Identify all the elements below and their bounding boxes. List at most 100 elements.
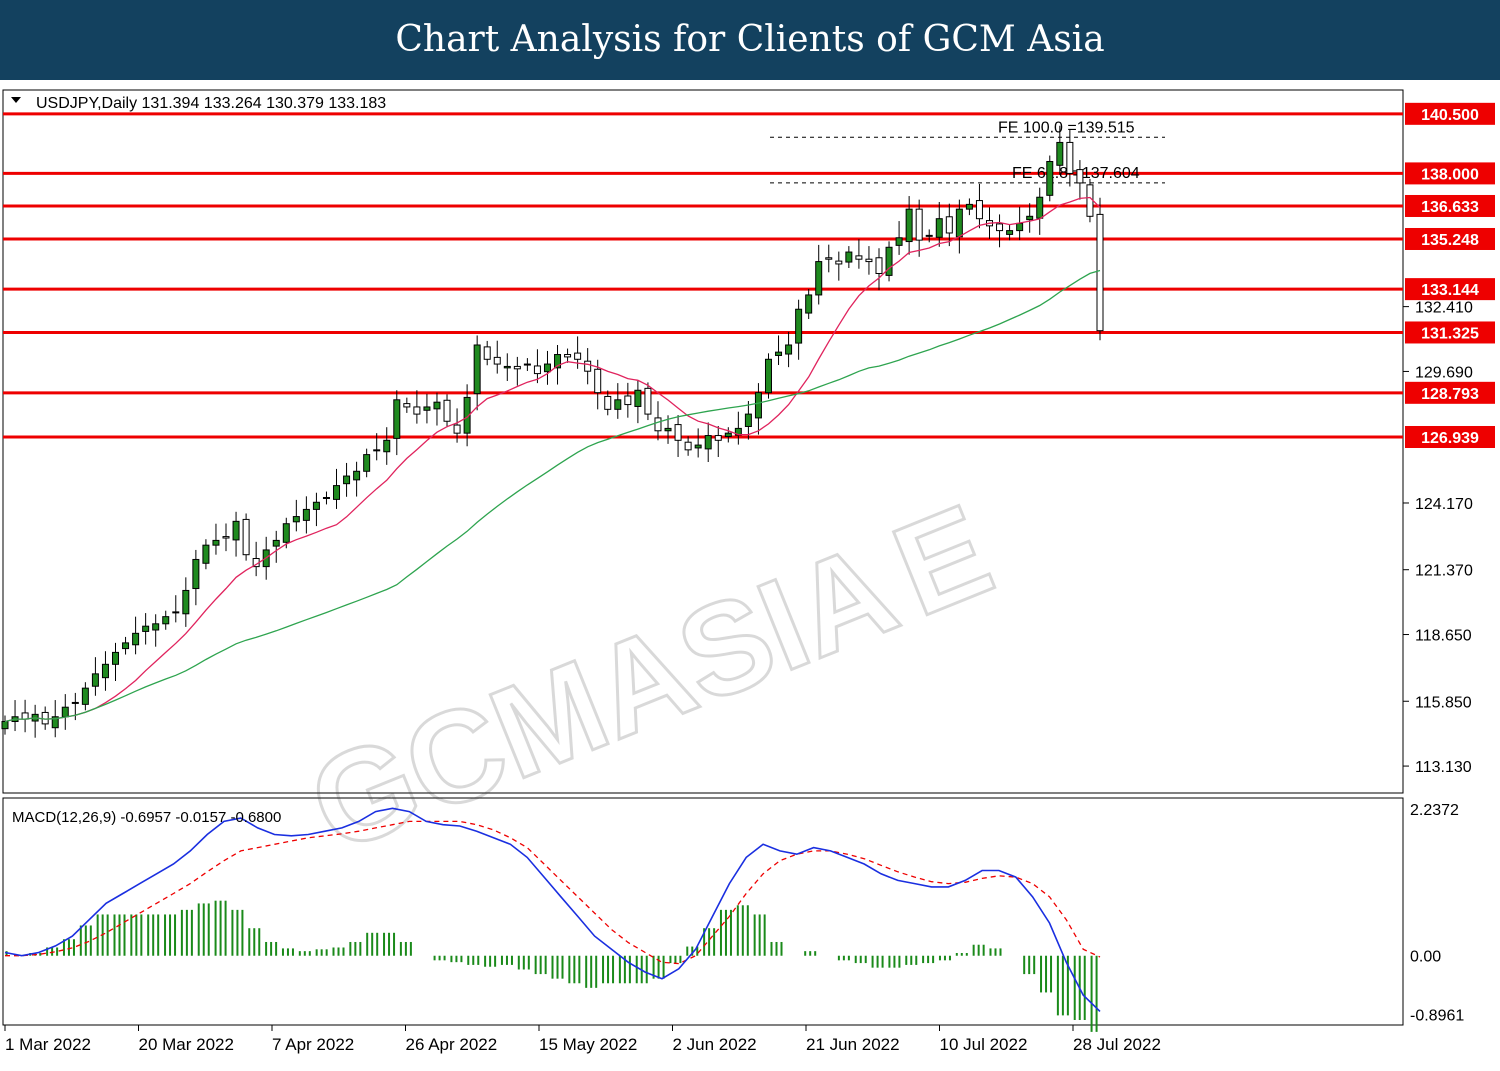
candle-body: [142, 625, 150, 632]
candle-body: [875, 257, 883, 274]
ma-green-line: [4, 269, 1101, 723]
candle-body: [41, 711, 49, 725]
candle-body: [373, 449, 381, 452]
candle-body: [413, 406, 421, 415]
macd-tick-label: 0.00: [1410, 949, 1441, 966]
candle-body: [443, 399, 451, 422]
candle-body: [343, 475, 351, 485]
candle-body: [694, 444, 702, 449]
candle-body: [182, 589, 190, 615]
level-tag: [1405, 102, 1495, 125]
date-tick-label: 20 Mar 2022: [139, 1035, 234, 1054]
page-title: Chart Analysis for Clients of GCM Asia: [395, 19, 1105, 60]
candle-body: [503, 365, 511, 369]
macd-tick-label: -0.8961: [1410, 1007, 1464, 1024]
price-tick-label: 132.410: [1415, 300, 1473, 317]
candle-body: [965, 203, 973, 210]
candle-body: [674, 424, 682, 441]
candle-body: [574, 352, 582, 360]
candle-body: [795, 308, 803, 344]
macd-signal-line: [5, 820, 1101, 965]
candle-body: [393, 399, 401, 439]
candle-body: [91, 673, 99, 687]
candle-body: [242, 518, 250, 556]
level-label: 128.793: [1421, 386, 1479, 403]
fibonacci-levels: FE 100.0 =139.515 FE 61.8 =137.604: [770, 119, 1165, 184]
candle-body: [122, 642, 130, 650]
date-tick-label: 26 Apr 2022: [406, 1035, 498, 1054]
symbol-info: USDJPY,Daily 131.394 133.264 130.379 133…: [36, 95, 386, 112]
candle-body: [664, 427, 672, 432]
date-tick-label: 1 Mar 2022: [5, 1035, 91, 1054]
candle-body: [1096, 213, 1104, 332]
chart-area: GCMASIA E USDJPY,Daily 131.394 133.264 1…: [0, 80, 1500, 1071]
level-label: 133.144: [1421, 282, 1479, 299]
candle-body: [815, 261, 823, 296]
candle-body: [172, 611, 180, 614]
ma-red-line: [4, 196, 1101, 723]
candle-body: [975, 200, 983, 220]
candle-body: [805, 294, 813, 314]
candle-body: [754, 392, 762, 419]
candle-body: [493, 356, 501, 365]
macd-tick-label: 2.2372: [1410, 802, 1459, 819]
candle-body: [684, 441, 692, 451]
level-label: 126.939: [1421, 430, 1479, 447]
title-banner: Chart Analysis for Clients of GCM Asia: [0, 0, 1500, 80]
date-tick-label: 2 Jun 2022: [673, 1035, 757, 1054]
price-tick-label: 124.170: [1415, 496, 1473, 513]
candle-body: [855, 255, 863, 260]
candle-body: [554, 354, 562, 369]
candle-body: [363, 454, 371, 472]
candlesticks: [1, 125, 1104, 738]
candle-body: [423, 406, 431, 411]
candle-body: [112, 651, 120, 665]
date-axis: 1 Mar 2022 20 Mar 2022 7 Apr 2022 26 Apr 20…: [4, 1025, 1161, 1054]
candle-body: [724, 432, 732, 437]
candle-body: [925, 234, 933, 237]
candle-body: [192, 558, 200, 590]
collapse-triangle-icon[interactable]: [11, 97, 21, 103]
candle-body: [523, 363, 531, 366]
candle-body: [825, 257, 833, 260]
date-tick-label: 10 Jul 2022: [940, 1035, 1028, 1054]
candle-body: [222, 536, 230, 539]
candle-body: [202, 544, 210, 564]
candle-body: [764, 358, 772, 394]
candle-body: [935, 218, 943, 238]
candle-body: [644, 387, 652, 415]
candle-body: [624, 395, 632, 406]
level-label: 140.500: [1421, 107, 1479, 124]
level-tag: [1405, 278, 1495, 301]
price-tick-label: 129.690: [1415, 364, 1473, 381]
candle-body: [453, 424, 461, 434]
candle-body: [614, 399, 622, 410]
candle-body: [322, 497, 330, 500]
candle-body: [1036, 196, 1044, 219]
candle-body: [473, 344, 481, 395]
candle-body: [634, 389, 642, 407]
candle-body: [312, 501, 320, 510]
date-tick-label: 15 May 2022: [539, 1035, 637, 1054]
candle-body: [744, 413, 752, 427]
candle-body: [51, 716, 59, 729]
candle-body: [152, 623, 160, 631]
macd-main-line: [4, 807, 1101, 1012]
candle-body: [292, 516, 300, 523]
candle-body: [564, 354, 572, 358]
candle-body: [714, 435, 722, 441]
level-label: 138.000: [1421, 166, 1479, 183]
candle-body: [212, 539, 220, 546]
candle-body: [785, 344, 793, 355]
candle-body: [1026, 215, 1034, 221]
price-tick-label: 118.650: [1415, 628, 1472, 645]
candle-body: [775, 351, 783, 356]
price-tick-label: 115.850: [1415, 694, 1472, 711]
candle-body: [955, 208, 963, 238]
level-label: 136.633: [1421, 199, 1479, 216]
date-tick-label: 21 Jun 2022: [806, 1035, 900, 1054]
candle-body: [81, 687, 89, 705]
candle-body: [1016, 222, 1024, 232]
candle-body: [463, 396, 471, 434]
level-label: 135.248: [1421, 232, 1479, 249]
